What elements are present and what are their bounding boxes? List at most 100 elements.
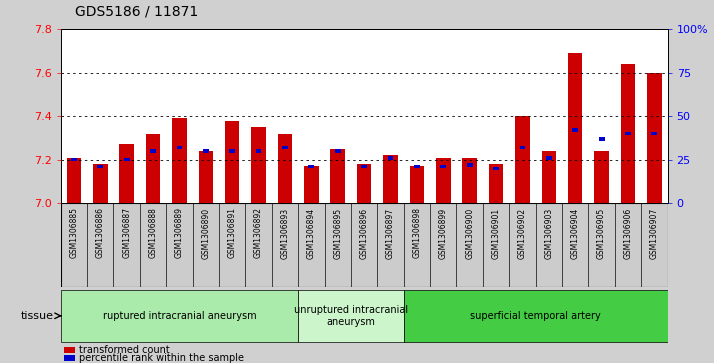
Text: GSM1306895: GSM1306895 xyxy=(333,207,342,258)
Bar xyxy=(403,203,430,287)
Text: GSM1306889: GSM1306889 xyxy=(175,207,184,258)
Bar xyxy=(377,203,403,287)
Text: GSM1306905: GSM1306905 xyxy=(597,207,606,259)
Bar xyxy=(119,144,134,203)
Bar xyxy=(335,149,341,153)
Text: GDS5186 / 11871: GDS5186 / 11871 xyxy=(75,4,198,18)
Text: GSM1306904: GSM1306904 xyxy=(570,207,580,259)
Bar xyxy=(61,290,298,342)
Bar xyxy=(198,151,213,203)
Bar xyxy=(388,156,393,160)
Bar xyxy=(573,129,578,132)
Bar xyxy=(225,121,239,203)
Bar xyxy=(516,116,530,203)
Bar xyxy=(361,165,367,168)
Bar xyxy=(64,347,75,353)
Bar xyxy=(229,149,235,153)
Bar xyxy=(246,203,272,287)
Bar xyxy=(509,203,536,287)
Text: GSM1306886: GSM1306886 xyxy=(96,207,105,258)
Bar xyxy=(599,137,605,140)
Text: GSM1306900: GSM1306900 xyxy=(466,207,474,259)
Bar xyxy=(410,166,424,203)
Bar xyxy=(441,165,446,168)
Text: transformed count: transformed count xyxy=(79,345,170,355)
Bar xyxy=(436,158,451,203)
Bar xyxy=(615,203,641,287)
Bar xyxy=(493,167,499,170)
Bar xyxy=(383,155,398,203)
Bar xyxy=(594,151,609,203)
Bar xyxy=(536,203,562,287)
Bar xyxy=(647,73,662,203)
Text: GSM1306892: GSM1306892 xyxy=(254,207,263,258)
Bar xyxy=(651,132,658,135)
Text: GSM1306901: GSM1306901 xyxy=(491,207,501,258)
Text: GSM1306894: GSM1306894 xyxy=(307,207,316,258)
Text: ruptured intracranial aneurysm: ruptured intracranial aneurysm xyxy=(103,311,256,321)
Bar xyxy=(304,166,318,203)
Bar xyxy=(308,165,314,168)
Text: unruptured intracranial
aneurysm: unruptured intracranial aneurysm xyxy=(294,305,408,327)
Bar xyxy=(463,158,477,203)
Bar xyxy=(546,156,552,160)
Bar xyxy=(325,203,351,287)
Text: GSM1306885: GSM1306885 xyxy=(69,207,79,258)
Text: tissue: tissue xyxy=(21,311,54,321)
Text: percentile rank within the sample: percentile rank within the sample xyxy=(79,353,244,363)
Bar xyxy=(625,132,631,135)
Text: GSM1306890: GSM1306890 xyxy=(201,207,211,258)
Bar xyxy=(219,203,246,287)
Bar xyxy=(520,146,526,149)
Bar xyxy=(282,146,288,149)
Bar xyxy=(588,203,615,287)
Bar xyxy=(193,203,219,287)
Text: GSM1306888: GSM1306888 xyxy=(149,207,158,258)
Text: GSM1306897: GSM1306897 xyxy=(386,207,395,258)
Text: GSM1306906: GSM1306906 xyxy=(623,207,633,259)
Bar xyxy=(298,290,403,342)
Bar xyxy=(414,165,420,168)
Text: GSM1306887: GSM1306887 xyxy=(122,207,131,258)
Bar xyxy=(64,355,75,361)
Bar xyxy=(278,134,292,203)
Bar xyxy=(562,203,588,287)
Text: GSM1306896: GSM1306896 xyxy=(360,207,368,258)
Bar xyxy=(146,134,161,203)
Text: GSM1306903: GSM1306903 xyxy=(544,207,553,259)
Bar xyxy=(467,163,473,167)
Text: GSM1306891: GSM1306891 xyxy=(228,207,237,258)
Bar xyxy=(61,203,87,287)
Text: GSM1306899: GSM1306899 xyxy=(439,207,448,258)
Bar xyxy=(124,158,129,162)
Text: superficial temporal artery: superficial temporal artery xyxy=(471,311,601,321)
Bar xyxy=(620,64,635,203)
Bar xyxy=(403,290,668,342)
Bar xyxy=(93,164,108,203)
Bar xyxy=(568,53,583,203)
Bar xyxy=(97,165,103,168)
Bar xyxy=(641,203,668,287)
Bar xyxy=(251,127,266,203)
Text: GSM1306902: GSM1306902 xyxy=(518,207,527,258)
Bar xyxy=(256,149,261,153)
Bar xyxy=(166,203,193,287)
Text: GSM1306898: GSM1306898 xyxy=(413,207,421,258)
Bar xyxy=(87,203,114,287)
Bar xyxy=(71,158,77,162)
Bar xyxy=(489,164,503,203)
Bar xyxy=(176,146,182,149)
Bar xyxy=(542,151,556,203)
Bar xyxy=(140,203,166,287)
Bar xyxy=(331,149,345,203)
Bar xyxy=(357,164,371,203)
Bar xyxy=(172,118,186,203)
Bar xyxy=(351,203,377,287)
Bar xyxy=(66,158,81,203)
Bar xyxy=(203,149,208,153)
Bar xyxy=(298,203,325,287)
Bar xyxy=(272,203,298,287)
Text: GSM1306893: GSM1306893 xyxy=(281,207,289,258)
Bar xyxy=(150,149,156,153)
Text: GSM1306907: GSM1306907 xyxy=(650,207,659,259)
